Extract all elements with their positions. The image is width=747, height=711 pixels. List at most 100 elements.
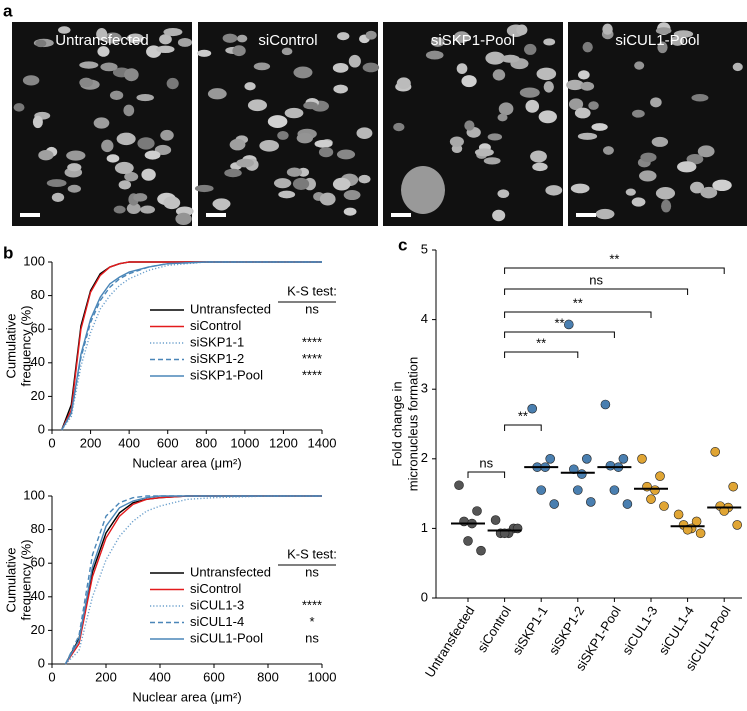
nucleus: [487, 133, 503, 141]
data-point: [576, 469, 587, 479]
nucleus: [22, 75, 40, 86]
x-tick-label: 1200: [269, 435, 298, 450]
micrograph: siSKP1-Pool: [383, 22, 563, 226]
data-point: [572, 485, 583, 495]
nucleus: [229, 138, 246, 151]
y-tick-label: 5: [421, 241, 428, 256]
nucleus: [634, 61, 645, 70]
nucleus: [525, 99, 540, 113]
nucleus: [100, 62, 118, 72]
y-axis-label: frequency (%): [18, 540, 33, 621]
nucleus: [13, 103, 25, 112]
nucleus: [500, 54, 520, 63]
nucleus: [124, 171, 139, 182]
nucleus: [253, 62, 271, 71]
nucleus: [46, 179, 67, 188]
nucleus: [425, 50, 444, 60]
legend-label: siSKP1-Pool: [190, 367, 263, 382]
nucleus: [474, 148, 494, 157]
y-tick-label: 2: [421, 450, 428, 465]
nucleus: [591, 123, 608, 131]
nucleus: [136, 94, 154, 102]
nucleus: [677, 161, 697, 173]
ks-result: *: [309, 614, 314, 629]
y-tick-label: 80: [31, 287, 45, 302]
y-tick-label: 0: [38, 655, 45, 670]
x-tick-label: Untransfected: [422, 603, 478, 680]
nucleus: [123, 104, 135, 117]
y-tick-label: 20: [31, 388, 45, 403]
nucleus: [536, 67, 557, 81]
y-tick-label: 80: [31, 521, 45, 536]
nucleus: [657, 41, 668, 54]
nucleus: [530, 150, 547, 163]
nucleus: [214, 198, 230, 211]
nucleus: [140, 205, 156, 214]
significance-label: **: [554, 315, 564, 330]
nucleus: [278, 190, 296, 199]
nucleus: [588, 101, 599, 110]
nucleus: [670, 35, 685, 46]
nucleus: [343, 190, 361, 201]
nucleus: [497, 189, 510, 198]
y-tick-label: 60: [31, 555, 45, 570]
legend-label: Untransfected: [190, 301, 271, 316]
x-tick-label: siCUL1-3: [619, 603, 660, 657]
nucleus: [343, 207, 357, 216]
data-point: [719, 506, 730, 516]
nucleus: [38, 150, 54, 161]
panel-label: b: [3, 243, 13, 262]
nucleus: [93, 117, 110, 129]
nucleus: [281, 47, 293, 56]
nucleus: [236, 158, 254, 168]
x-tick-label: 1000: [308, 669, 337, 684]
significance-label: ns: [479, 455, 493, 470]
panel-label: a: [3, 1, 13, 20]
nucleus: [222, 33, 238, 43]
nucleus: [67, 163, 82, 172]
nucleus: [175, 212, 192, 225]
nucleus: [314, 139, 333, 148]
nucleus: [640, 152, 657, 163]
nucleus: [273, 178, 292, 189]
significance-label: **: [573, 295, 583, 310]
y-tick-label: 40: [31, 354, 45, 369]
x-tick-label: siSKP1-1: [509, 603, 550, 657]
ks-result: ****: [302, 597, 322, 612]
micrograph: siCUL1-Pool: [566, 22, 747, 226]
nucleus: [101, 139, 114, 153]
nucleus: [538, 110, 557, 124]
panel-label: c: [398, 235, 407, 254]
nucleus: [97, 46, 110, 57]
nucleus: [118, 180, 132, 190]
nucleus: [113, 205, 126, 214]
data-point: [622, 499, 633, 509]
nucleus: [277, 130, 289, 140]
nucleus: [163, 196, 181, 210]
significance-bracket: [504, 267, 725, 274]
x-tick-label: 800: [195, 435, 217, 450]
nucleus: [144, 150, 161, 160]
nucleus: [625, 188, 636, 196]
data-point: [476, 545, 486, 556]
nucleus: [284, 107, 304, 119]
cdf-line: [64, 495, 322, 665]
legend-label: siCUL1-4: [190, 614, 244, 629]
x-tick-label: 200: [80, 435, 102, 450]
ks-result: ns: [305, 301, 319, 316]
nucleus: [697, 145, 715, 158]
x-tick-label: 800: [257, 669, 279, 684]
nucleus: [267, 115, 288, 128]
image-title: siCUL1-Pool: [615, 32, 699, 49]
image-title: Untransfected: [55, 32, 148, 49]
nucleus: [485, 51, 505, 65]
data-point: [695, 528, 706, 539]
y-tick-label: 4: [421, 311, 428, 326]
nucleus: [483, 157, 501, 165]
significance-bracket: [504, 311, 652, 318]
nucleus: [574, 107, 591, 119]
nucleus: [543, 81, 554, 93]
data-point: [682, 524, 693, 535]
x-tick-label: 200: [95, 669, 117, 684]
ks-result: ****: [302, 367, 322, 382]
